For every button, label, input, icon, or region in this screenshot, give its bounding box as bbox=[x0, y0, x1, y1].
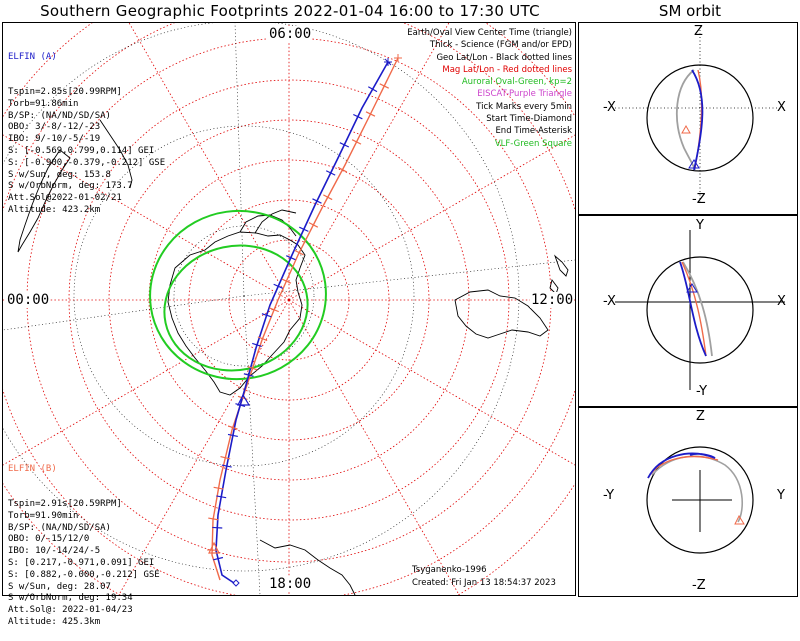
info-line: Altitude: 425.3km bbox=[8, 617, 160, 629]
sm-panel-xz bbox=[615, 30, 785, 205]
panel2-bottom-label: -Y bbox=[696, 384, 707, 399]
panel1-bottom-label: -Z bbox=[692, 192, 706, 207]
panel2-right-label: X bbox=[777, 294, 786, 309]
panel3-left-label: -Y bbox=[603, 488, 614, 503]
orbit-b-yz bbox=[648, 457, 718, 478]
info-line: Att.Sol@: 2022-01-04/23 bbox=[8, 605, 160, 617]
model-orbit-yz bbox=[652, 456, 742, 522]
panel3-bottom-label: -Z bbox=[692, 578, 706, 593]
panel1-top-label: Z bbox=[694, 24, 703, 39]
panel3-top-label: Z bbox=[696, 409, 705, 424]
panel2-left-label: -X bbox=[603, 294, 616, 309]
model-orbit-xz bbox=[677, 70, 695, 170]
sm-panel-xy bbox=[615, 230, 785, 390]
panel1-left-label: -X bbox=[603, 100, 616, 115]
earth-circle-xy bbox=[647, 257, 753, 363]
panel1-right-label: X bbox=[777, 100, 786, 115]
panel3-right-label: Y bbox=[777, 488, 785, 503]
panel2-top-label: Y bbox=[696, 218, 704, 233]
sm-panel-yz bbox=[647, 447, 753, 553]
sm-orbit-panels bbox=[0, 0, 800, 600]
